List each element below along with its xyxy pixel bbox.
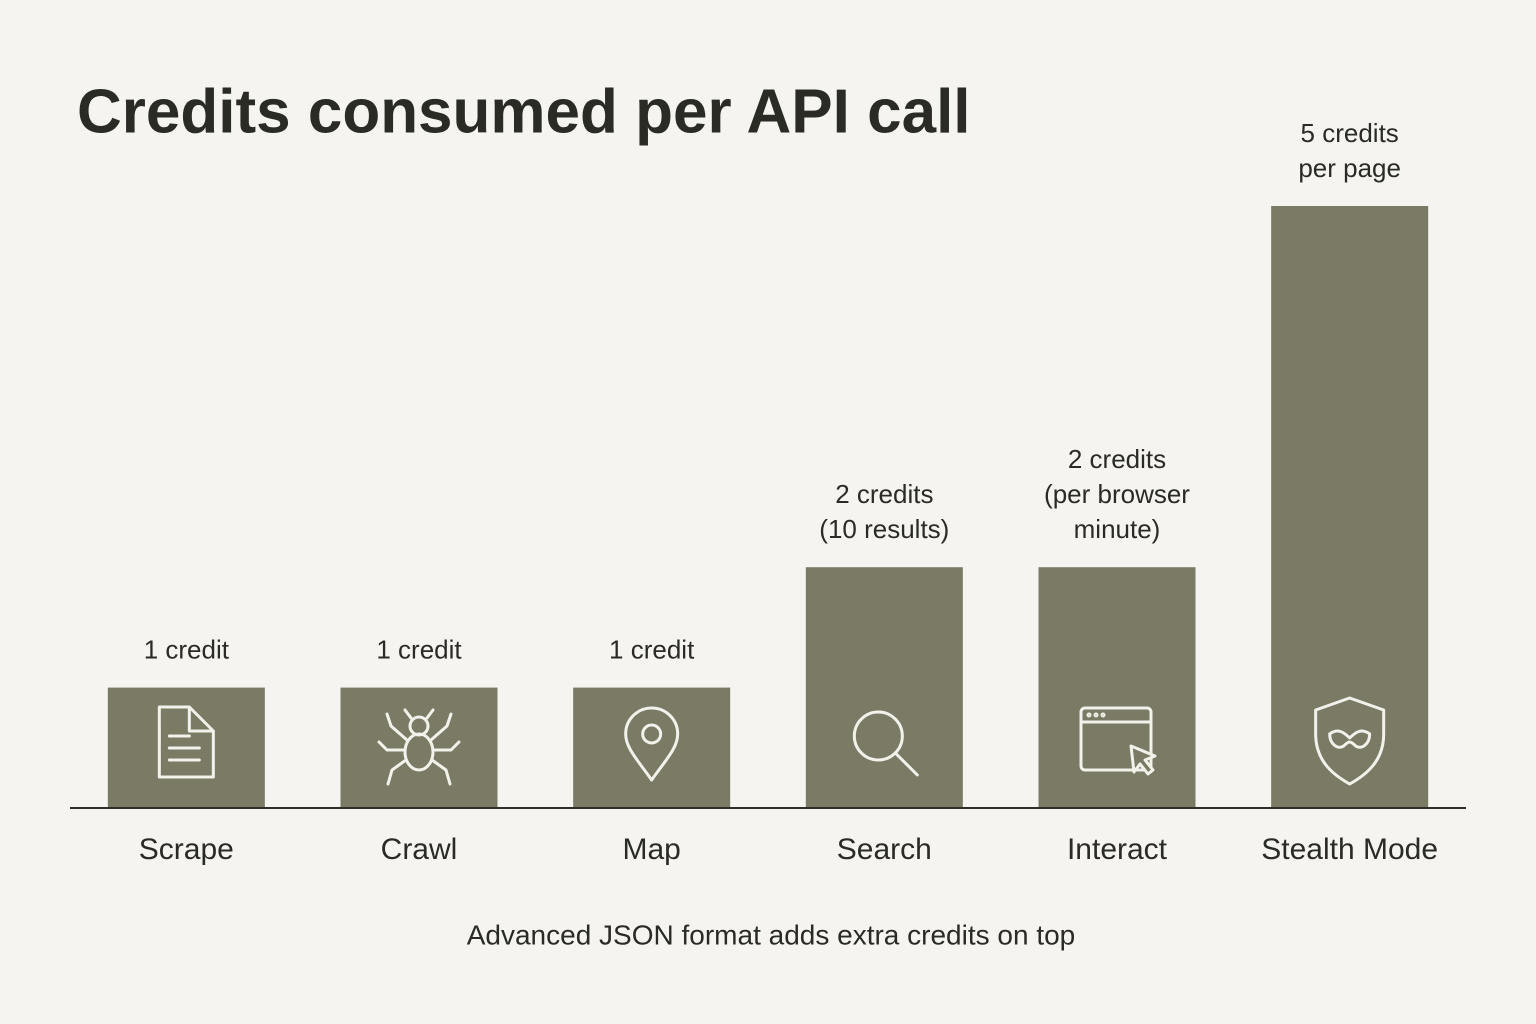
data-label: (10 results) <box>819 514 949 544</box>
data-label: 1 credit <box>376 634 462 664</box>
icon-part <box>1129 744 1157 776</box>
data-label: 1 credit <box>609 634 695 664</box>
data-label: per page <box>1298 153 1401 183</box>
bar-icon <box>624 706 680 782</box>
icon-part <box>893 751 919 777</box>
bar <box>1038 567 1196 808</box>
bar-icon <box>377 708 461 786</box>
icon-part <box>1328 729 1372 749</box>
icon-part <box>1314 696 1386 786</box>
annotation: Advanced JSON format adds extra credits … <box>467 919 1076 950</box>
data-label: minute) <box>1074 514 1161 544</box>
icon-part <box>641 723 663 745</box>
icon-part <box>1100 712 1106 718</box>
icon-part <box>1079 706 1153 772</box>
x-tick-label: Stealth Mode <box>1261 833 1438 866</box>
icon-part <box>624 706 680 782</box>
chart-title: Credits consumed per API call <box>77 77 971 146</box>
bar <box>1271 206 1429 808</box>
icon-part <box>157 705 215 779</box>
icon-part <box>1086 712 1092 718</box>
data-label: 5 credits <box>1301 118 1399 148</box>
bar-icon <box>852 710 919 777</box>
x-tick-label: Interact <box>1067 833 1168 866</box>
x-tick-label: Crawl <box>381 833 458 866</box>
icon-part <box>852 710 904 762</box>
icon-part <box>408 715 430 737</box>
data-label: 2 credits <box>1068 444 1166 474</box>
icon-part <box>1093 712 1099 718</box>
data-label: (per browser <box>1044 479 1190 509</box>
x-tick-label: Scrape <box>139 833 234 866</box>
bar <box>805 567 963 808</box>
bar-icon <box>157 705 215 779</box>
bar <box>573 687 731 808</box>
x-tick-label: Map <box>622 833 680 866</box>
bar <box>340 687 498 808</box>
bar-icon <box>1314 696 1386 786</box>
data-label: 2 credits <box>835 479 933 509</box>
bar-icon <box>1079 706 1157 776</box>
icon-part <box>377 708 461 786</box>
x-tick-label: Search <box>837 833 932 866</box>
data-label: 1 credit <box>144 634 230 664</box>
